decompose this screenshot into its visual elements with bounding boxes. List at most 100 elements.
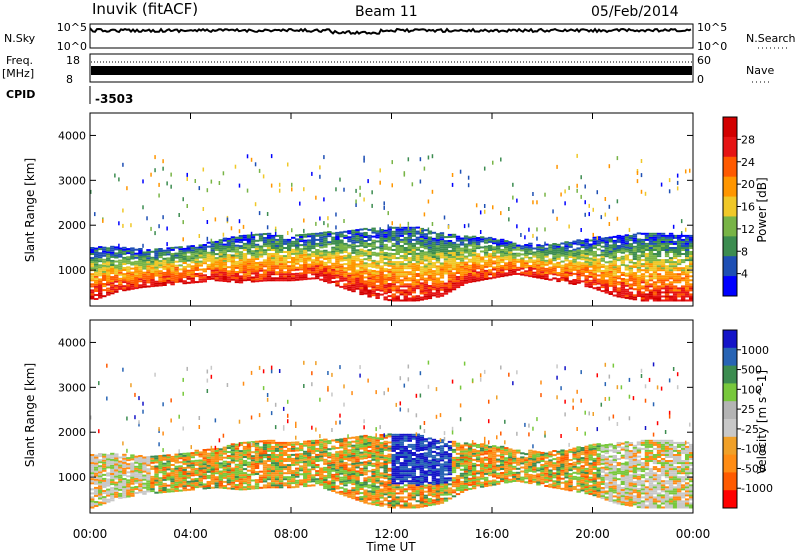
heatmap-cell [339,438,344,441]
heatmap-cell [150,279,155,281]
heatmap-cell [242,381,245,386]
heatmap-cell [286,464,292,467]
heatmap-cell [475,253,481,256]
heatmap-cell [431,243,437,246]
heatmap-cell [423,243,429,246]
heatmap-cell [628,271,634,274]
heatmap-cell [218,243,224,246]
heatmap-cell [684,285,690,288]
heatmap-cell [190,462,195,465]
heatmap-cell [508,251,513,254]
heatmap-cell [387,299,392,302]
heatmap-cell [612,248,618,250]
heatmap-cell [455,235,461,238]
heatmap-cell [347,284,352,287]
heatmap-cell [274,271,280,274]
heatmap-cell [230,254,236,257]
heatmap-cell [684,295,690,298]
heatmap-cell [383,278,388,281]
heatmap-cell [174,266,179,269]
heatmap-cell [222,468,228,471]
heatmap-cell [190,452,195,455]
heatmap-cell [576,247,581,250]
heatmap-cell [387,285,392,287]
heatmap-cell [379,231,384,233]
heatmap-cell [467,236,473,239]
heatmap-cell [102,254,107,257]
heatmap-cell [250,463,256,466]
cpid-label: CPID [6,88,35,101]
heatmap-cell [668,299,674,302]
heatmap-cell [214,267,220,270]
heatmap-cell [351,491,356,494]
heatmap-cell [258,261,264,264]
heatmap-cell [154,248,159,251]
heatmap-cell [540,267,545,270]
heatmap-cell [110,268,115,270]
heatmap-cell [106,454,111,457]
heatmap-cell [568,256,573,258]
heatmap-cell [270,267,276,270]
heatmap-cell [451,249,457,252]
heatmap-cell [471,253,477,256]
heatmap-cell [234,248,240,251]
heatmap-cell [379,267,384,270]
heatmap-cell [226,475,232,478]
heatmap-cell [146,267,151,270]
heatmap-cell [295,457,300,460]
heatmap-cell [327,476,332,479]
heatmap-cell [186,472,191,475]
heatmap-cell [355,199,357,204]
heatmap-cell [94,470,99,473]
heatmap-cell [363,499,368,502]
heatmap-cell [411,247,417,249]
heatmap-cell [170,277,175,280]
heatmap-cell [548,246,553,249]
heatmap-cell [230,469,236,472]
heatmap-cell [612,272,618,275]
heatmap-cell [516,252,521,255]
heatmap-cell [170,458,175,460]
heatmap-cell [134,287,139,290]
heatmap-cell [186,277,191,280]
heatmap-cell [218,466,224,469]
heatmap-cell [439,276,445,279]
heatmap-cell [391,230,396,233]
heatmap-cell [483,237,489,240]
heatmap-cell [431,286,437,289]
heatmap-cell [387,268,392,271]
heatmap-cell [387,291,392,294]
heatmap-cell [399,289,404,292]
heatmap-cell [383,201,385,206]
heatmap-cell [343,484,348,487]
heatmap-cell [459,265,465,268]
heatmap-cell [102,502,107,505]
heatmap-cell [504,246,509,249]
heatmap-cell [315,480,320,483]
heatmap-cell [206,257,211,260]
heatmap-cell [319,445,324,448]
heatmap-cell [379,253,384,256]
heatmap-cell [222,470,228,473]
heatmap-cell [624,234,630,237]
heatmap-cell [315,275,320,278]
heatmap-cell [158,481,163,484]
heatmap-cell [556,272,561,274]
heatmap-cell [295,421,297,426]
heatmap-cell [278,472,284,475]
heatmap-cell [170,267,175,270]
heatmap-cell [158,182,160,187]
heatmap-cell [198,485,203,488]
heatmap-cell [431,154,434,159]
heatmap-cell [98,288,103,291]
heatmap-cell [162,277,167,280]
heatmap-cell [106,263,111,266]
heatmap-cell [130,480,135,483]
heatmap-cell [656,281,662,284]
heatmap-cell [496,249,501,252]
heatmap-cell [387,232,392,235]
heatmap-cell [616,249,622,251]
heatmap-cell [246,154,249,159]
heatmap-cell [576,263,581,266]
heatmap-cell [222,243,228,246]
